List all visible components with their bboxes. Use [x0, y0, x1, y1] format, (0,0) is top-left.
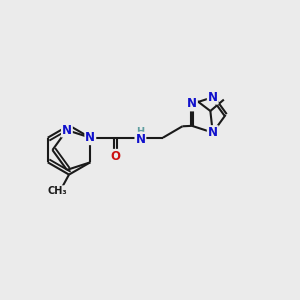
Text: N: N: [187, 98, 197, 110]
Text: O: O: [111, 150, 121, 163]
Text: N: N: [62, 124, 72, 136]
Text: H: H: [136, 127, 145, 137]
Text: N: N: [135, 133, 146, 146]
Text: N: N: [208, 126, 218, 139]
Text: N: N: [208, 91, 218, 104]
Text: CH₃: CH₃: [47, 186, 67, 196]
Text: N: N: [85, 131, 95, 144]
